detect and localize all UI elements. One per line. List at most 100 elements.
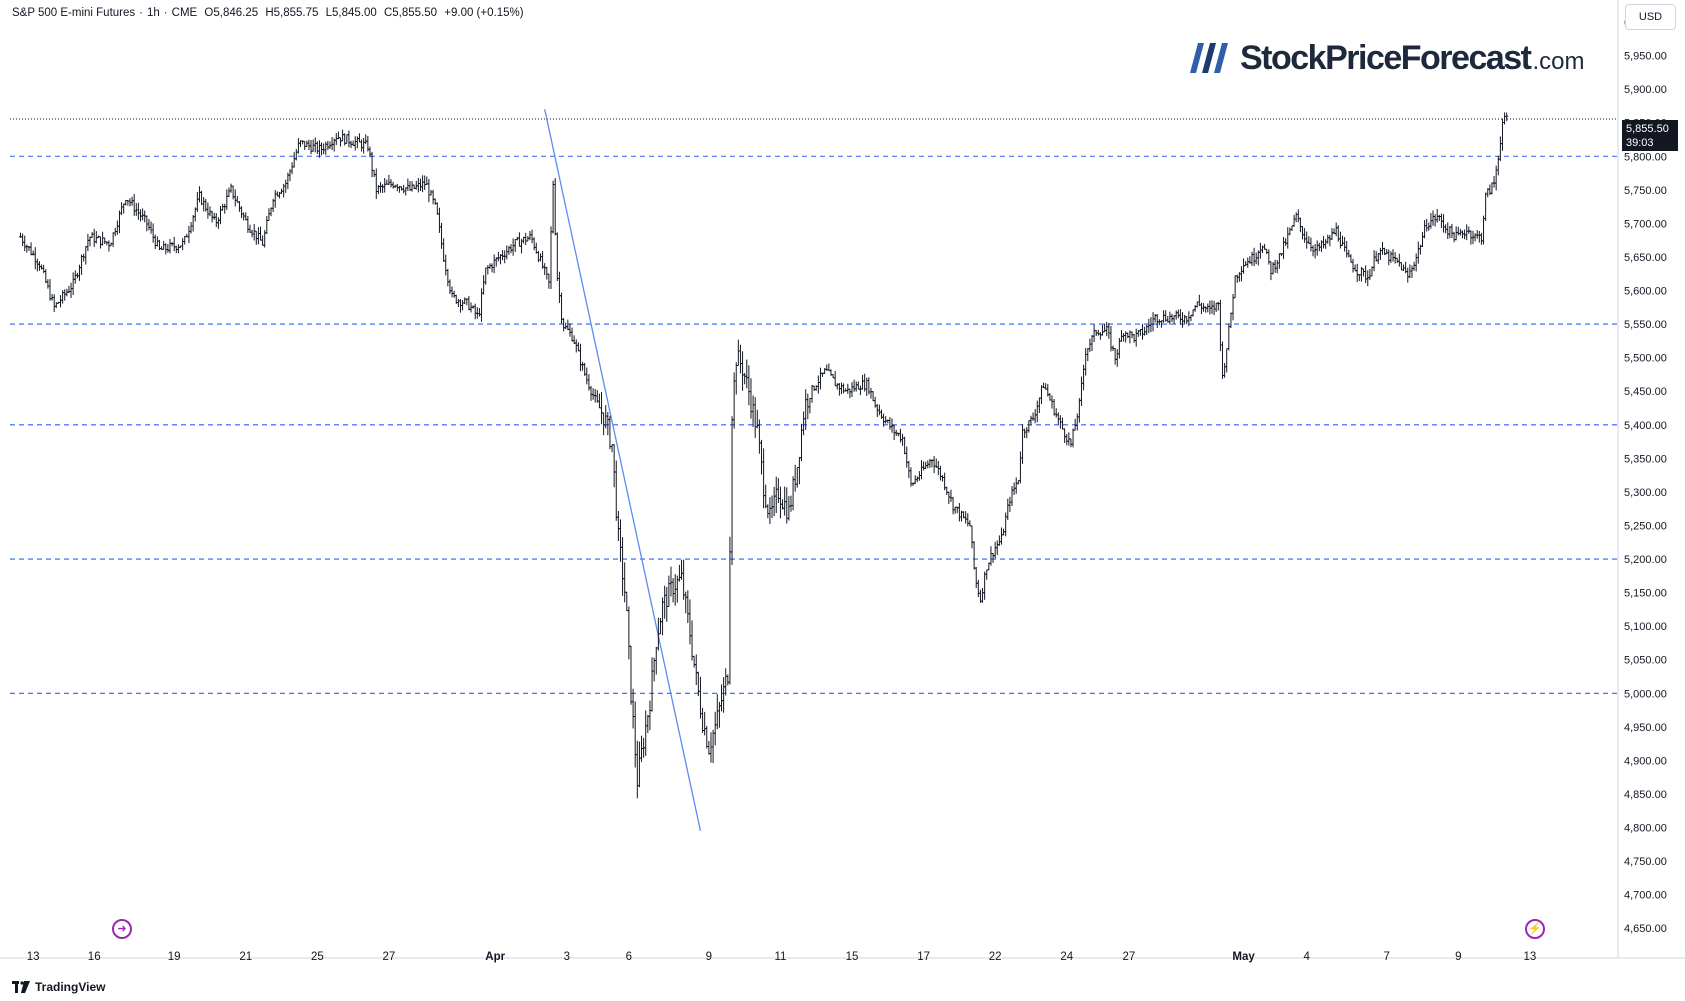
- interval-label[interactable]: 1h: [147, 7, 160, 19]
- x-tick-label: 11: [774, 951, 786, 963]
- symbol-name[interactable]: S&P 500 E-mini Futures: [12, 7, 136, 19]
- ohlc-bar: [1250, 251, 1254, 266]
- x-tick-label: 17: [917, 951, 930, 963]
- ohlc-bar: [231, 185, 235, 200]
- ohlc-bar: [296, 138, 300, 154]
- ohlc-bar: [621, 537, 625, 596]
- y-tick-label: 4,700.00: [1624, 890, 1667, 902]
- x-tick-label: 24: [1060, 951, 1073, 963]
- ohlc-bar: [265, 216, 269, 234]
- ohlc-bar: [86, 233, 90, 252]
- ohlc-bar: [999, 527, 1003, 545]
- ohlc-bar: [823, 367, 827, 374]
- ohlc-bar: [294, 149, 298, 161]
- ohlc-bar: [1115, 349, 1119, 367]
- ohlc-bar: [1391, 249, 1395, 262]
- ohlc-bar: [284, 179, 288, 193]
- ohlc-bar: [618, 519, 622, 562]
- ohlc-bar: [324, 141, 328, 155]
- x-tick-label: 13: [1523, 951, 1536, 963]
- ohlc-bar: [37, 261, 41, 271]
- ohlc-bar: [501, 250, 505, 261]
- y-tick-label: 5,150.00: [1624, 588, 1667, 600]
- x-tick-label: 25: [311, 951, 324, 963]
- ohlc-bar: [1286, 227, 1290, 249]
- ohlc-bar: [945, 486, 949, 495]
- x-tick-label: 21: [239, 951, 252, 963]
- ohlc-bar: [1079, 376, 1083, 406]
- ohlc-bar: [1498, 136, 1502, 162]
- ohlc-bar: [1138, 328, 1142, 336]
- ohlc-bar: [84, 246, 88, 265]
- ohlc-bar: [1246, 257, 1250, 268]
- ohlc-bar: [968, 520, 972, 527]
- tradingview-brand[interactable]: TradingView: [12, 980, 105, 994]
- y-tick-label: 5,350.00: [1624, 453, 1667, 465]
- ohlc-bar: [1298, 217, 1302, 233]
- ohlc-bar: [877, 404, 881, 416]
- ohlc-bar: [345, 134, 349, 144]
- arrow-circle-icon[interactable]: ➜: [112, 919, 132, 939]
- ohlc-bar: [1141, 323, 1145, 340]
- ohlc-bar: [597, 393, 601, 409]
- ohlc-bar: [1031, 412, 1035, 421]
- ohlc-bar: [1389, 251, 1393, 263]
- y-tick-label: 5,200.00: [1624, 554, 1667, 566]
- trend-line[interactable]: [544, 109, 702, 832]
- ohlc-bar: [793, 464, 797, 492]
- ohlc-bar: [585, 367, 589, 385]
- ohlc-bar: [486, 264, 490, 275]
- ohlc-bar: [970, 525, 974, 549]
- ohlc-bar: [1065, 433, 1069, 446]
- ohlc-bar: [677, 564, 681, 582]
- ohlc-bar: [966, 513, 970, 527]
- lightning-circle-icon[interactable]: ⚡: [1525, 919, 1545, 939]
- ohlc-bar: [661, 597, 665, 636]
- ohlc-bar: [67, 285, 71, 294]
- ohlc-bar: [503, 250, 507, 264]
- ohlc-bar: [919, 460, 923, 480]
- ohlc-bar: [949, 489, 953, 503]
- ohlc-bar: [46, 279, 50, 289]
- y-tick-label: 4,650.00: [1624, 923, 1667, 935]
- ohlc-bar: [576, 342, 580, 352]
- y-tick-label: 4,750.00: [1624, 856, 1667, 868]
- currency-button[interactable]: USD: [1625, 4, 1676, 30]
- ohlc-bar: [1288, 227, 1292, 236]
- ohlc-bar: [1082, 364, 1086, 391]
- ohlc-bar: [303, 140, 307, 150]
- ohlc-bar: [1338, 231, 1342, 249]
- ohlc-bar: [1341, 235, 1344, 246]
- ohlc-bar: [837, 382, 841, 396]
- ohlc-bar: [202, 197, 206, 212]
- ohlc-bar: [1450, 223, 1454, 239]
- ohlc-bar: [1132, 334, 1136, 343]
- ohlc-bar: [52, 294, 56, 313]
- symbol-header: S&P 500 E-mini Futures · 1h · CME O5,846.25 …: [12, 7, 524, 19]
- ohlc-bar: [1282, 236, 1286, 260]
- ohlc-bar: [616, 510, 620, 541]
- ohlc-bar: [484, 267, 488, 285]
- ohlc-bar: [1433, 214, 1437, 227]
- ohlc-bar: [1364, 265, 1368, 284]
- bar-countdown: 39:03: [1626, 137, 1654, 149]
- ohlc-bar: [1212, 300, 1216, 316]
- ohlc-bar: [1324, 239, 1328, 249]
- ohlc-bar: [1414, 253, 1418, 272]
- ohlc-bar: [450, 286, 454, 298]
- x-tick-label: 7: [1384, 951, 1390, 963]
- ohlc-bar: [261, 235, 265, 246]
- ohlc-bar: [1362, 268, 1366, 277]
- ohlc-bar: [475, 307, 479, 319]
- ohlc-bar: [791, 476, 795, 511]
- ohlc-bar: [82, 253, 86, 262]
- ohlc-bar: [427, 179, 431, 203]
- ohlc-bar: [1425, 219, 1429, 232]
- ohlc-bar: [1023, 428, 1027, 439]
- ohlc-bar: [741, 351, 745, 391]
- ohlc-bar: [762, 448, 766, 509]
- ohlc-bar: [1452, 231, 1456, 243]
- ohlc-bar: [235, 196, 239, 203]
- ohlc-bar: [1151, 312, 1155, 332]
